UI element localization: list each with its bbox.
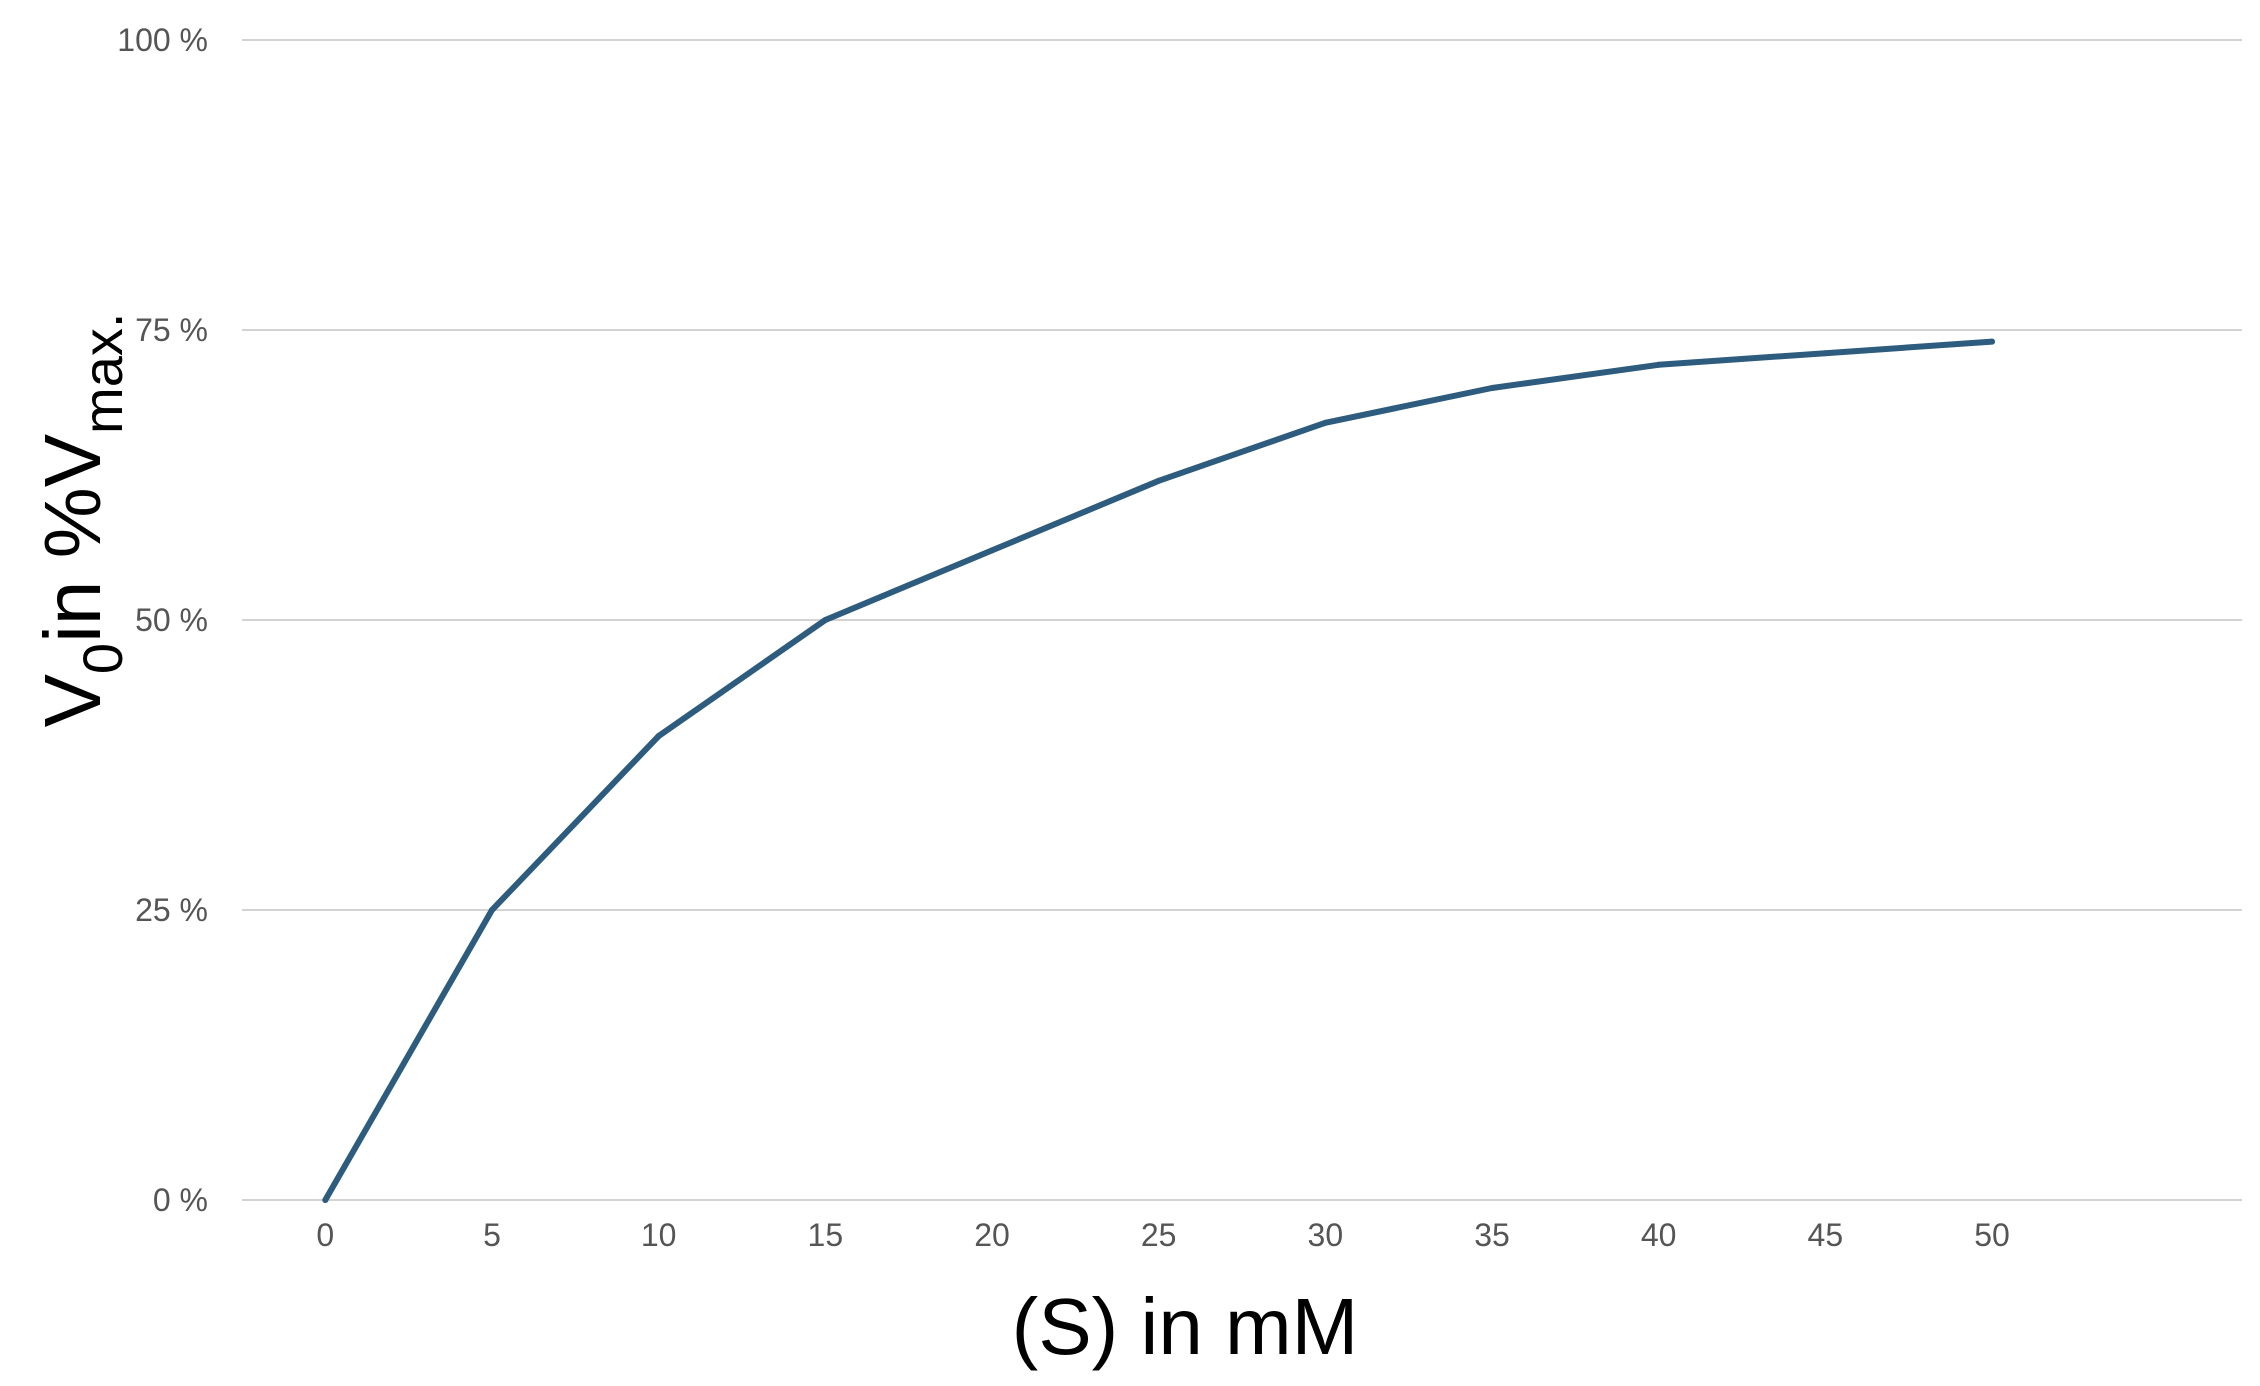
y-tick-label: 25 % [135, 892, 208, 928]
data-point-7 [1489, 385, 1495, 391]
y-title-subscript: 0 [71, 643, 134, 674]
gridlines [242, 39, 2242, 1201]
data-point-0 [322, 1197, 329, 1203]
series-line-0 [322, 338, 1995, 1203]
x-tick-label: 30 [1308, 1217, 1344, 1253]
y-tick-label: 50 % [135, 602, 208, 638]
x-tick-label: 20 [974, 1217, 1010, 1253]
y-title-subscript: max. [71, 313, 134, 434]
x-tick-label: 45 [1808, 1217, 1844, 1253]
data-point-2 [655, 733, 662, 739]
data-point-4 [989, 547, 995, 554]
y-tick-label: 75 % [135, 312, 208, 348]
x-axis-ticks: 0 5 10 15 20 25 30 35 40 45 50 [316, 1217, 2009, 1253]
x-tick-label: 50 [1974, 1217, 2010, 1253]
x-tick-label: 25 [1141, 1217, 1177, 1253]
series-layer [322, 338, 1995, 1203]
x-tick-label: 10 [641, 1217, 677, 1253]
data-point-3 [822, 617, 829, 623]
y-title-text: in %V [28, 433, 117, 643]
data-point-10 [1989, 338, 1995, 345]
y-title-text: V [28, 673, 117, 727]
data-point-1 [489, 907, 495, 913]
y-axis-ticks: 0 % 25 % 50 % 75 % 100 % [117, 22, 208, 1218]
x-axis-title: (S) in mM [1012, 1282, 1359, 1371]
y-tick-label: 0 % [153, 1182, 208, 1218]
x-tick-label: 5 [483, 1217, 501, 1253]
data-point-8 [1655, 361, 1662, 368]
data-point-5 [1155, 477, 1162, 484]
x-tick-label: 0 [316, 1217, 334, 1253]
data-point-6 [1322, 419, 1329, 426]
x-tick-label: 40 [1641, 1217, 1677, 1253]
y-axis-title: V0in %Vmax. [28, 313, 134, 728]
data-point-9 [1822, 350, 1829, 357]
x-tick-label: 15 [808, 1217, 844, 1253]
y-tick-label: 100 % [117, 22, 208, 58]
x-tick-label: 35 [1474, 1217, 1510, 1253]
